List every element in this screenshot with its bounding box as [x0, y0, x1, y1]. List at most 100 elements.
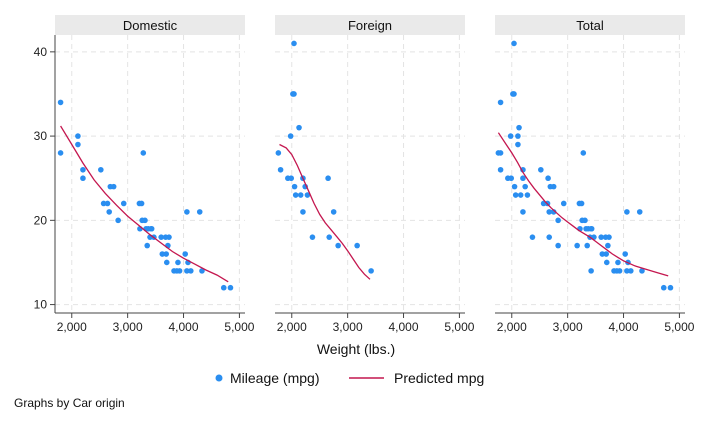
scatter-point [545, 175, 551, 182]
scatter-point [291, 40, 297, 47]
legend-scatter-marker [215, 374, 223, 382]
x-axis-title: Weight (lbs.) [317, 341, 395, 357]
x-tick-label: 2,000 [497, 320, 527, 334]
scatter-point [520, 175, 526, 182]
scatter-point [175, 259, 181, 266]
scatter-point [555, 242, 561, 249]
scatter-point [325, 175, 331, 182]
x-tick-label: 3,000 [553, 320, 583, 334]
scatter-point [115, 217, 121, 224]
scatter-point [287, 133, 294, 139]
scatter-point [588, 268, 594, 274]
scatter-point [598, 234, 604, 240]
scatter-point [636, 209, 643, 215]
panel-title: Total [576, 18, 604, 33]
x-tick-label: 3,000 [333, 320, 363, 334]
scatter-point [615, 259, 621, 266]
scatter-point [166, 234, 172, 240]
scatter-point [182, 251, 189, 257]
y-tick-label: 10 [34, 298, 48, 312]
scatter-point [277, 166, 284, 173]
scatter-point [529, 234, 536, 240]
scatter-point [507, 133, 514, 139]
scatter-point [660, 284, 667, 291]
scatter-point [80, 166, 86, 173]
scatter-point [75, 133, 81, 139]
panel-title: Foreign [348, 18, 392, 33]
scatter-point [578, 200, 585, 207]
panel-strip [495, 15, 685, 35]
scatter-point [288, 175, 295, 182]
scatter-point [508, 175, 515, 182]
scatter-point [520, 166, 526, 173]
scatter-point [522, 183, 528, 190]
panel-foreign: Foreign 2,000 3,000 4,000 5,000 [275, 15, 475, 334]
scatter-point [512, 192, 519, 198]
scatter-point [163, 251, 170, 257]
scatter-point [110, 183, 117, 190]
x-tick-label: 5,000 [224, 320, 254, 334]
scatter-point [57, 150, 64, 156]
legend: Mileage (mpg) Predicted mpg [215, 370, 484, 386]
scatter-point [639, 268, 645, 274]
scatter-point [199, 268, 205, 274]
fit-line [279, 143, 371, 280]
scatter-point [616, 268, 623, 274]
x-tick-label: 4,000 [389, 320, 419, 334]
x-tick-label: 4,000 [609, 320, 639, 334]
x-tick-label: 4,000 [169, 320, 199, 334]
scatter-point [98, 166, 104, 173]
scatter-point [159, 251, 166, 257]
scatter-point [599, 251, 606, 257]
scatter-point [546, 209, 553, 215]
scatter-point [574, 242, 580, 249]
scatter-point [106, 209, 113, 215]
scatter-point [538, 166, 544, 173]
scatter-point [588, 225, 595, 232]
scatter-point [120, 200, 127, 207]
scatter-point [104, 200, 111, 207]
panel-domestic: Domestic 2,000 3,000 4,000 5,000 10 20 30 40 [34, 15, 255, 334]
fit-line [60, 125, 229, 283]
scatter-point [297, 192, 304, 198]
x-tick-label: 2,000 [277, 320, 307, 334]
scatter-point [184, 268, 190, 274]
fit-line [497, 132, 669, 277]
scatter-point [550, 183, 557, 190]
scatter-point [517, 192, 524, 198]
scatter-point [220, 284, 227, 291]
scatter-point [227, 284, 234, 291]
scatter-point [497, 150, 504, 156]
scatter-point [158, 234, 164, 240]
scatter-point [497, 99, 504, 106]
scatter-point [603, 259, 610, 266]
x-tick-label: 2,000 [57, 320, 87, 334]
scatter-point [144, 242, 151, 249]
x-tick-label: 5,000 [664, 320, 694, 334]
x-tick-label: 3,000 [113, 320, 143, 334]
scatter-point [622, 251, 629, 257]
scatter-point [291, 183, 298, 190]
scatter-point [511, 40, 517, 47]
scatter-point [291, 91, 297, 97]
scatter-point [511, 183, 518, 190]
panel-total: Total 2,000 3,000 4,000 5,000 [495, 15, 695, 334]
scatter-point [196, 209, 203, 215]
scatter-point [497, 166, 504, 173]
scatter-point [138, 200, 145, 207]
scatter-point [57, 99, 64, 106]
y-tick-label: 30 [34, 129, 48, 143]
scatter-point [584, 242, 591, 249]
scatter-point [606, 234, 612, 240]
scatter-point [309, 234, 316, 240]
scatter-point [605, 242, 611, 249]
scatter-point [515, 133, 521, 139]
scatter-point [184, 209, 190, 215]
legend-scatter-label: Mileage (mpg) [230, 370, 319, 386]
scatter-point [515, 141, 521, 148]
scatter-point [330, 209, 337, 215]
y-tick-label: 20 [34, 213, 48, 227]
x-tick-label: 5,000 [444, 320, 474, 334]
